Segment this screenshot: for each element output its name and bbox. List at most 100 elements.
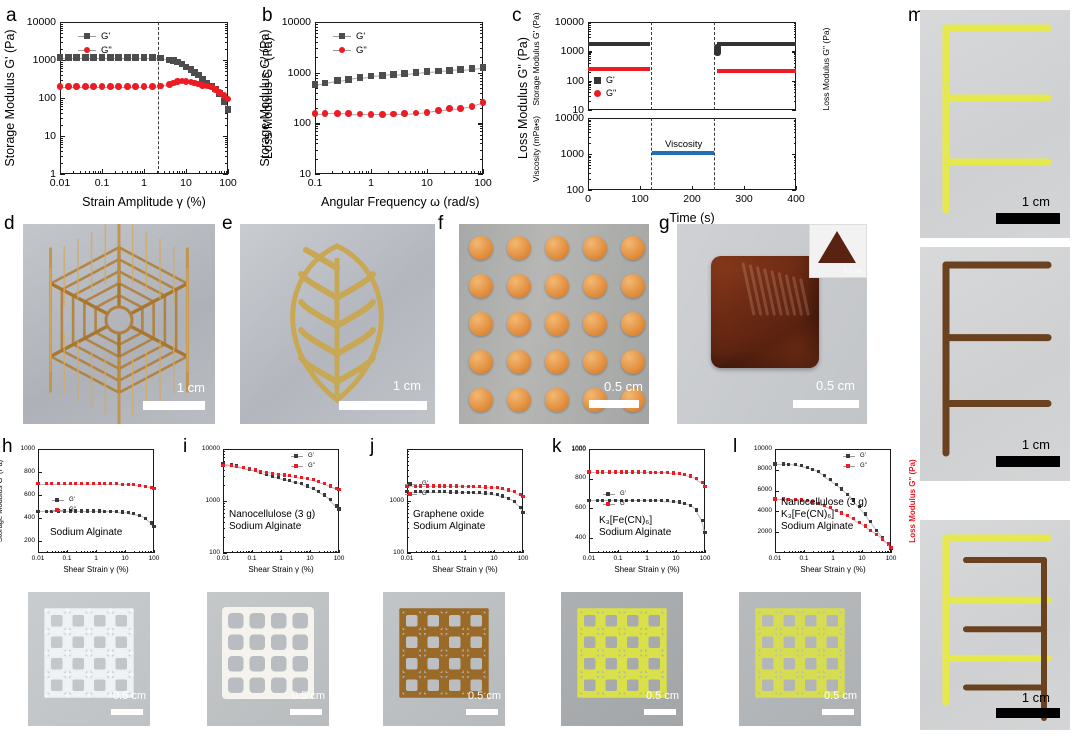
x-minor-tick: [882, 551, 884, 553]
y-minor-tick: [60, 25, 63, 27]
y-minor-tick: [60, 27, 63, 29]
y-minor-tick-r: [480, 48, 483, 50]
y-minor-r: [793, 128, 796, 130]
data-point: [518, 505, 522, 510]
legend-swatch: [603, 501, 615, 506]
data-point: [694, 508, 698, 512]
x-axis-title-k: Shear Strain γ (%): [614, 565, 680, 574]
y-minor-tick-r: [225, 63, 228, 65]
x-minor-tick: [362, 171, 364, 174]
data-point: [805, 465, 809, 469]
data-point: [828, 506, 832, 510]
x-tick: [523, 549, 524, 553]
data-point: [671, 471, 675, 475]
y-tick-right: [223, 174, 228, 176]
x-tick-label: 1: [94, 555, 98, 562]
x-tick-label: 0.1: [62, 555, 72, 562]
data-point: [299, 482, 303, 486]
series-line: [439, 491, 445, 493]
data-point: [443, 490, 447, 494]
legend-row: G': [594, 76, 616, 85]
legend-label: G': [606, 75, 615, 85]
legend-row: G": [603, 501, 627, 507]
x-minor-tick: [418, 171, 420, 174]
y-minor: [588, 33, 591, 35]
triangle-print: [818, 231, 856, 263]
data-point: [782, 462, 786, 466]
x-minor-tick: [462, 551, 464, 553]
y-minor-tick-r: [480, 87, 483, 89]
y-tick-label: 800: [575, 474, 586, 482]
plot-area-i: [223, 449, 339, 553]
x-minor-tick: [184, 171, 186, 174]
data-point: [799, 498, 803, 502]
droplet: [469, 312, 493, 336]
x-minor-tick: [886, 551, 888, 553]
data-point: [437, 484, 441, 488]
data-point: [587, 498, 591, 502]
y-minor-r: [793, 37, 796, 39]
y-minor-tick: [60, 37, 63, 39]
data-point: [367, 111, 375, 118]
x-axis-title-j: Shear Strain γ (%): [432, 565, 498, 574]
x-minor-tick: [221, 171, 223, 174]
data-point: [700, 480, 704, 485]
legend-row: G': [333, 32, 367, 42]
x-minor-tick: [147, 551, 149, 553]
x-minor-tick: [269, 551, 271, 553]
y-minor-tick: [60, 147, 63, 149]
data-point: [431, 490, 435, 494]
data-point: [138, 483, 142, 487]
x-minor-tick: [673, 551, 675, 553]
y-minor-tick: [407, 512, 409, 514]
y-tick-label-bottom: 100: [566, 184, 584, 196]
data-point: [478, 491, 482, 495]
data-point: [103, 482, 107, 486]
x-tick: [796, 186, 798, 190]
y-axis-title-h: Storage Modulus G' (Pa): [0, 459, 4, 543]
chart-panel-i: 0.01 0.1 1 10 100 100 1000 10000 Shear Strain γ …: [183, 435, 367, 585]
data-point: [683, 501, 687, 505]
data-point: [221, 463, 225, 467]
legend-marker-icon: [339, 33, 345, 40]
x-minor-tick: [487, 551, 489, 553]
y-tick-top: [589, 449, 593, 450]
y-minor-tick: [315, 77, 318, 79]
data-point: [607, 498, 611, 502]
y-minor-r: [793, 119, 796, 121]
scalebar-f: [589, 400, 639, 408]
x-minor-tick: [518, 551, 520, 553]
x-minor-tick: [812, 551, 814, 553]
lattice-graphic: [222, 607, 314, 699]
data-point: [414, 490, 418, 494]
panel-label-i: i: [183, 436, 188, 457]
data-point: [443, 484, 447, 488]
sample-label-line: Graphene oxide: [413, 509, 485, 520]
data-point: [323, 482, 327, 486]
y-minor-tick: [60, 48, 63, 50]
data-point: [489, 485, 493, 489]
y-axis-title-c-top: Storage Modulus G' (Pa): [531, 12, 541, 106]
data-point: [454, 484, 458, 488]
data-point: [811, 500, 815, 504]
legend-marker-icon: [594, 77, 601, 84]
y-minor-tick: [223, 460, 225, 462]
data-point: [863, 512, 867, 516]
series-band-g: [716, 69, 796, 74]
x-minor-tick: [456, 551, 458, 553]
y-tick-label: 10000: [201, 444, 220, 452]
x-minor-tick: [137, 171, 139, 174]
y-tick-right: [478, 72, 483, 74]
x-tick-label: 0.1: [613, 555, 623, 562]
series-line: [609, 500, 616, 502]
droplet: [583, 236, 607, 260]
data-point: [334, 504, 338, 508]
series-line: [621, 472, 627, 474]
data-point: [607, 470, 611, 474]
data-point: [126, 510, 130, 515]
y-minor-tick: [315, 92, 318, 94]
sample-label-line: Sodium Alginate: [781, 521, 854, 533]
data-point: [483, 491, 487, 495]
data-point: [90, 83, 97, 90]
data-point: [449, 490, 453, 494]
